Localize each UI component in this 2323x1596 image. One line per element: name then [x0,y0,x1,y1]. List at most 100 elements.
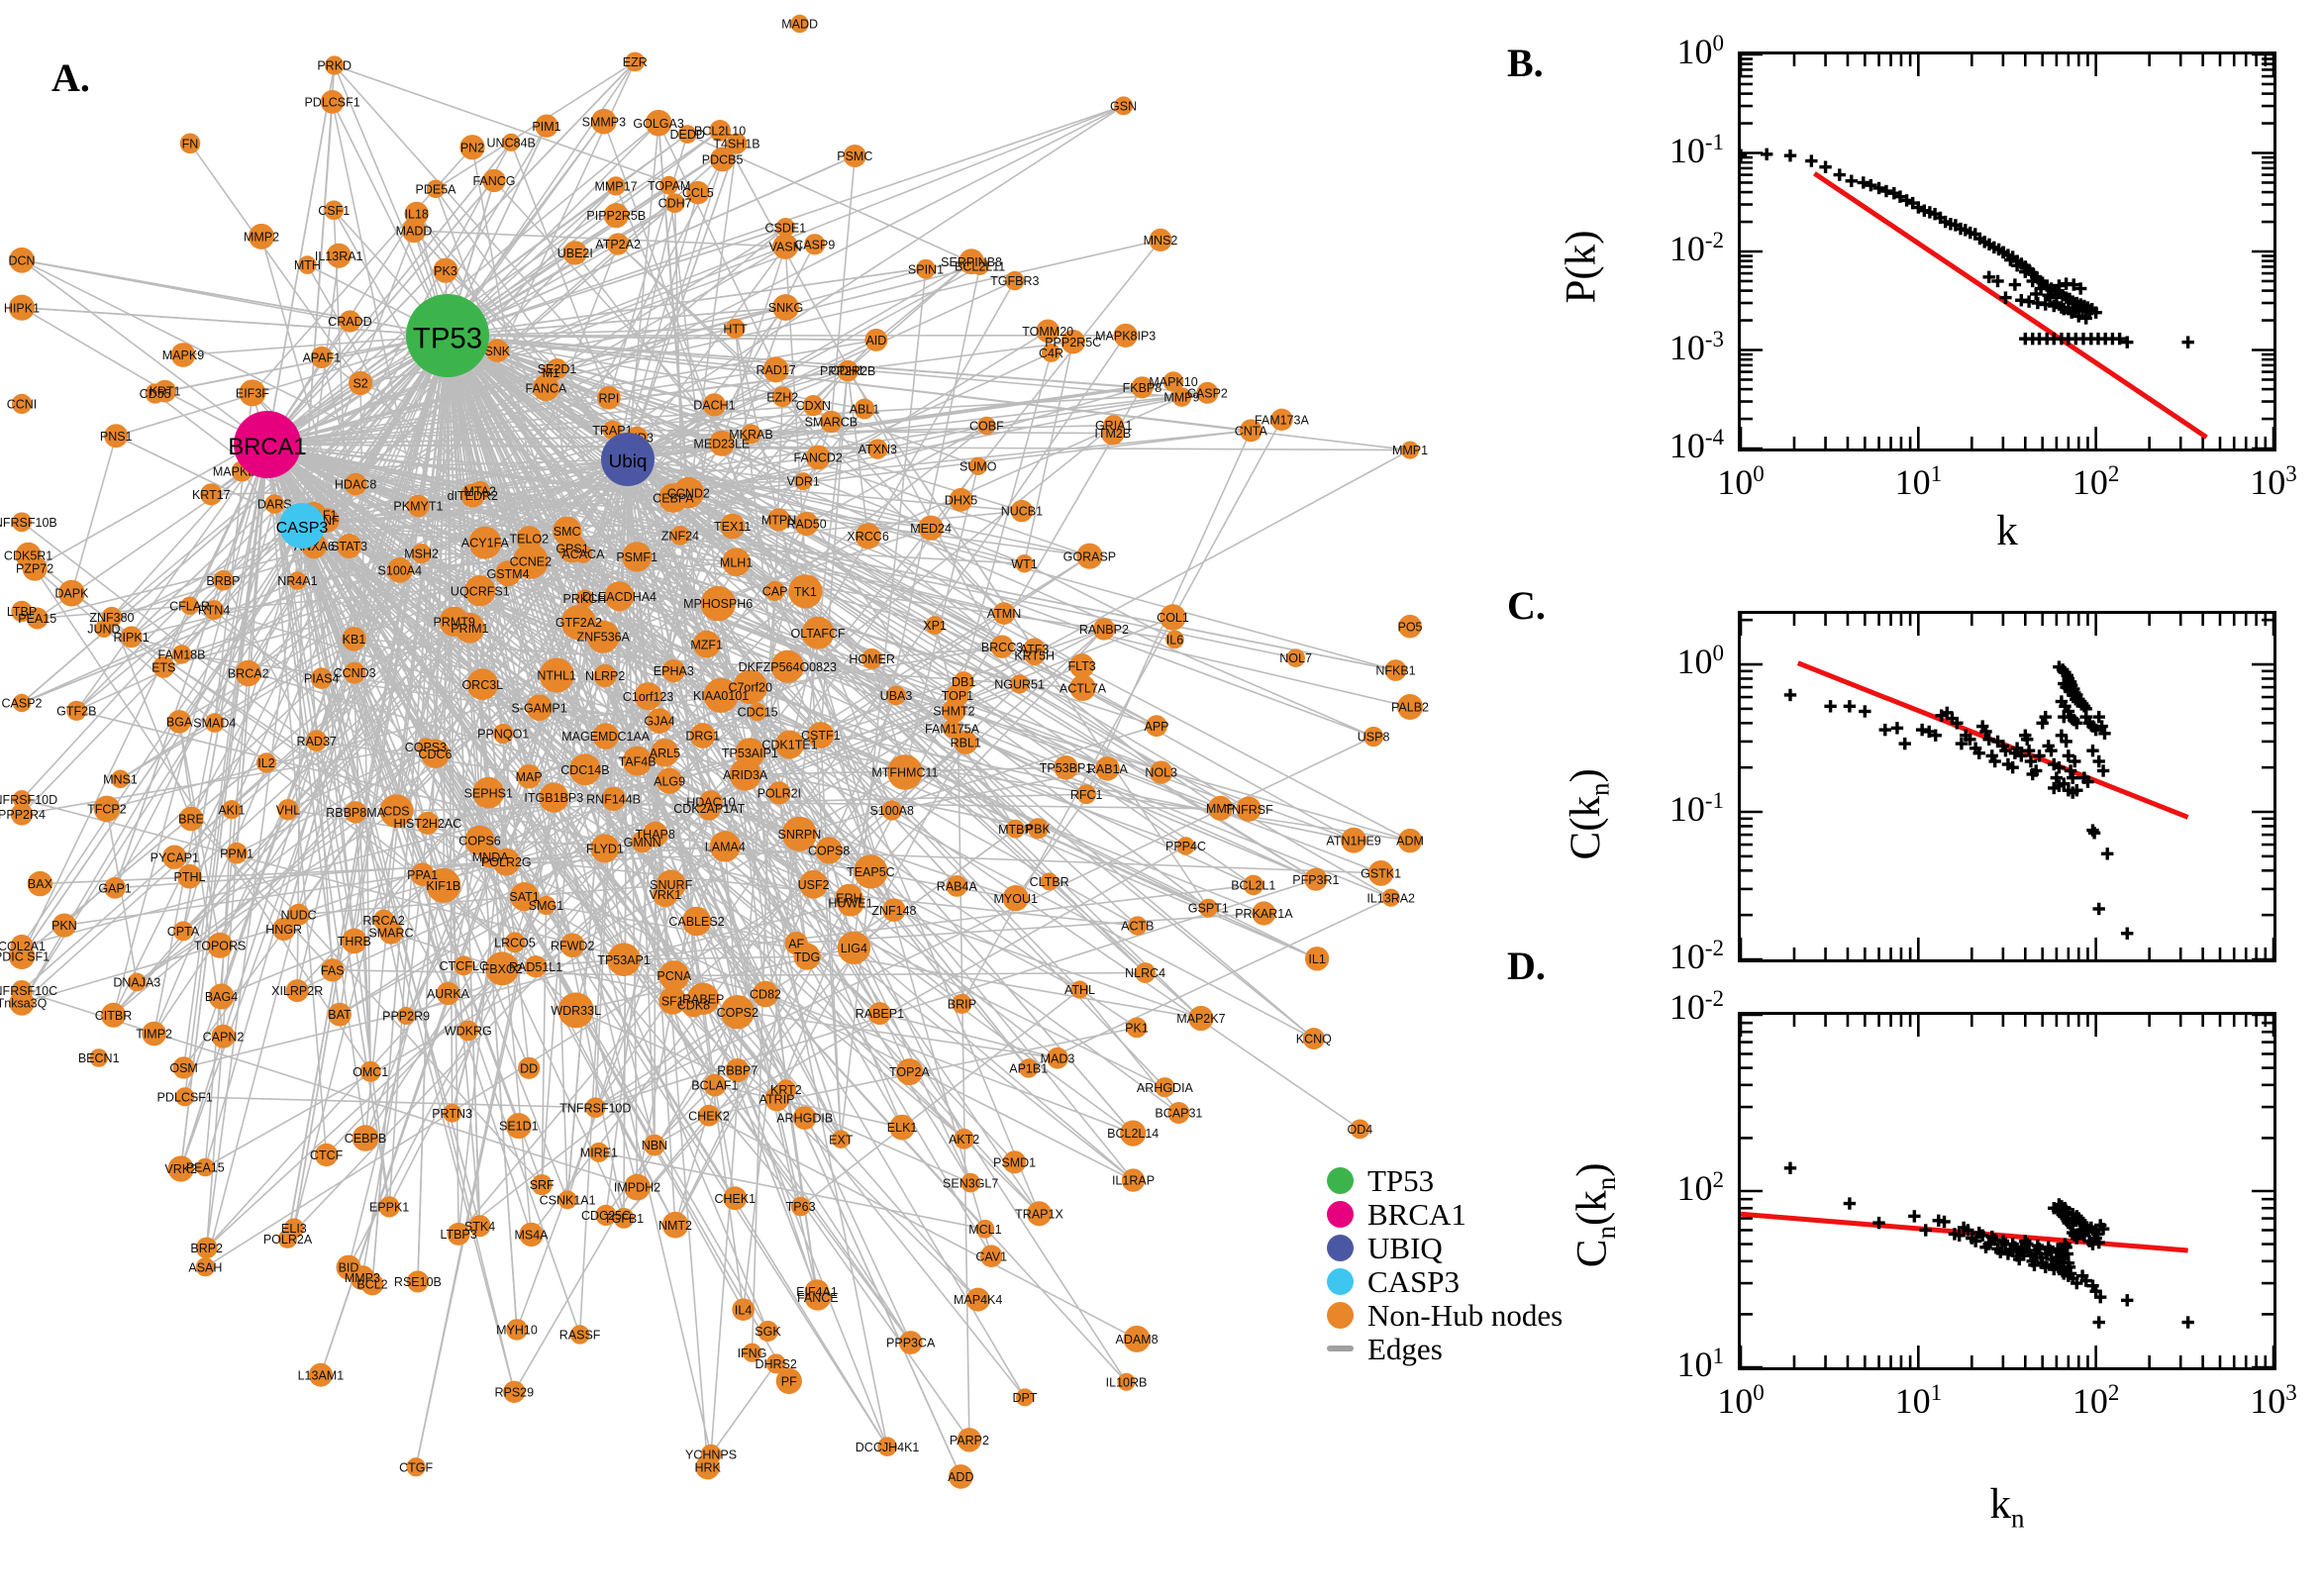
network-node[interactable] [306,730,328,751]
network-node[interactable] [1128,916,1148,936]
network-node[interactable] [142,1021,166,1047]
network-node[interactable] [794,472,813,491]
network-node[interactable] [104,424,129,449]
network-node[interactable] [606,176,626,196]
network-node[interactable] [733,669,768,705]
network-node[interactable] [1120,1120,1147,1147]
network-node[interactable] [772,294,799,321]
network-node[interactable] [447,1222,470,1246]
network-node[interactable] [726,133,748,154]
network-node[interactable] [762,356,789,383]
network-node[interactable] [954,730,978,754]
network-node[interactable] [968,456,987,475]
network-node[interactable] [1027,818,1049,840]
network-node[interactable] [101,606,123,628]
network-node[interactable] [172,1056,195,1079]
network-node[interactable] [426,867,461,903]
network-node[interactable] [710,147,735,172]
network-node[interactable] [722,548,751,576]
network-node[interactable] [1165,630,1184,649]
network-node[interactable] [593,663,617,688]
network-node[interactable] [1397,828,1423,853]
network-node[interactable] [1131,376,1154,399]
network-node[interactable] [832,1130,851,1148]
network-node[interactable] [656,767,683,794]
network-node[interactable] [510,882,540,912]
network-node[interactable] [531,1174,553,1196]
network-node[interactable] [700,585,736,622]
network-node[interactable] [861,648,883,669]
network-node[interactable] [790,1196,811,1217]
network-node[interactable] [235,659,261,687]
network-node[interactable] [723,1186,748,1211]
network-node[interactable] [152,655,175,678]
network-node[interactable] [350,1265,375,1291]
hub-node-casp3[interactable] [279,503,325,549]
network-node[interactable] [569,1325,590,1345]
network-node[interactable] [882,898,906,922]
network-node[interactable] [765,1353,786,1374]
network-node[interactable] [595,1204,617,1226]
network-node[interactable] [770,649,804,683]
network-node[interactable] [634,682,662,711]
network-node[interactable] [867,439,888,459]
network-node[interactable] [1047,1047,1068,1069]
network-node[interactable] [195,1237,218,1259]
network-node[interactable] [560,605,597,641]
network-node[interactable] [58,579,85,607]
network-node[interactable] [339,310,361,333]
network-node[interactable] [10,803,34,826]
network-node[interactable] [1150,760,1173,784]
network-node[interactable] [1123,1325,1151,1352]
network-node[interactable] [719,513,746,540]
network-node[interactable] [697,796,722,821]
network-node[interactable] [15,542,42,569]
network-node[interactable] [454,955,474,976]
network-node[interactable] [505,1113,532,1140]
network-node[interactable] [321,958,345,982]
network-node[interactable] [607,943,641,976]
hub-node-ubiq[interactable] [601,433,655,486]
network-node[interactable] [603,203,629,229]
network-node[interactable] [493,723,514,745]
network-node[interactable] [886,685,906,706]
network-node[interactable] [607,233,630,255]
network-node[interactable] [513,543,549,579]
network-node[interactable] [1162,371,1184,392]
network-node[interactable] [767,781,791,805]
network-node[interactable] [287,903,310,926]
legend-item-non-hub-nodes[interactable]: Non-Hub nodes [1327,1298,1563,1332]
network-node[interactable] [788,574,823,609]
network-node[interactable] [167,710,191,734]
network-node[interactable] [459,135,485,160]
network-node[interactable] [12,693,32,713]
network-node[interactable] [573,545,593,563]
network-node[interactable] [516,526,543,551]
network-node[interactable] [10,934,34,957]
network-node[interactable] [1364,726,1384,748]
network-node[interactable] [101,1002,126,1028]
network-node[interactable] [314,1143,339,1167]
network-node[interactable] [586,620,620,653]
network-node[interactable] [324,200,345,221]
network-node[interactable] [495,560,521,587]
network-node[interactable] [1188,1005,1214,1032]
network-node[interactable] [622,542,653,572]
network-node[interactable] [533,374,559,402]
network-node[interactable] [1070,980,1089,999]
network-node[interactable] [775,730,804,759]
network-node[interactable] [553,516,582,546]
network-node[interactable] [591,108,617,135]
network-node[interactable] [794,512,819,537]
network-node[interactable] [180,596,199,615]
network-node[interactable] [793,943,821,970]
network-node[interactable] [51,913,76,938]
network-node[interactable] [503,1380,526,1404]
network-node[interactable] [120,626,143,648]
network-node[interactable] [352,1125,379,1151]
network-node[interactable] [653,881,678,908]
network-node[interactable] [703,1073,727,1097]
network-node[interactable] [433,257,458,283]
network-node[interactable] [378,1196,400,1218]
network-node[interactable] [506,1319,528,1341]
